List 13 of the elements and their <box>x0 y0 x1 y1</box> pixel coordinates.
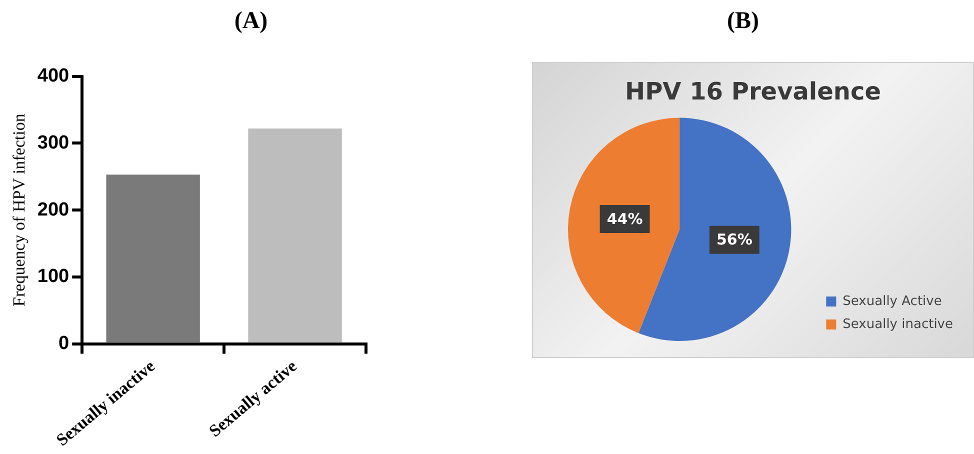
y-tick-label: 400 <box>37 66 70 87</box>
chart-title: (A) <box>233 8 269 35</box>
y-tick-label: 200 <box>37 199 70 220</box>
y-tick-label: 300 <box>37 132 70 154</box>
y-tick-label: 0 <box>58 332 70 354</box>
y-axis-title: Frequency of HPV infection <box>10 113 29 306</box>
legend-label: Sexually inactive <box>842 316 954 332</box>
chart-title: (B) <box>726 8 760 35</box>
data-label: 44% <box>606 210 643 228</box>
chart-subtitle: HPV 16 Prevalence <box>625 78 881 106</box>
data-label: 56% <box>716 230 752 249</box>
legend-label: Sexually Active <box>842 294 942 309</box>
y-tick-label: 100 <box>37 266 70 288</box>
